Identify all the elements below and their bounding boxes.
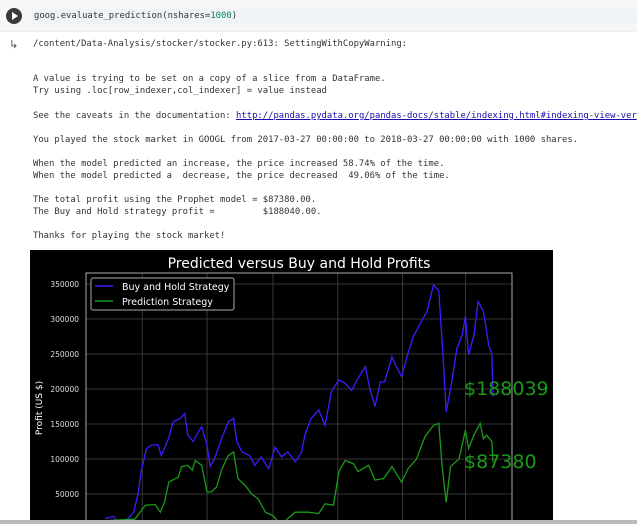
decrease-line: When the model predicted a decrease, the… bbox=[33, 171, 450, 181]
code-cell[interactable]: goog.evaluate_prediction(nshares=1000) bbox=[0, 0, 637, 32]
warning-line-2: Try using .loc[row_indexer,col_indexer] … bbox=[33, 86, 327, 96]
chart-title: Predicted versus Buy and Hold Profits bbox=[168, 256, 431, 272]
pandas-docs-link[interactable]: http://pandas.pydata.org/pandas-docs/sta… bbox=[236, 111, 637, 121]
y-tick-label: 50000 bbox=[55, 490, 79, 499]
horizontal-scrollbar[interactable] bbox=[0, 520, 637, 524]
warning-line-1: A value is trying to be set on a copy of… bbox=[33, 74, 386, 84]
code-text-end: ) bbox=[231, 11, 238, 21]
legend: Buy and Hold Strategy Prediction Strateg… bbox=[90, 277, 235, 311]
y-tick-label: 300000 bbox=[50, 315, 79, 324]
hold-profit-line: The Buy and Hold strategy profit = $1880… bbox=[33, 207, 322, 217]
y-axis-label: Profit (US $) bbox=[35, 381, 45, 435]
warning-path: /content/Data-Analysis/stocker/stocker.p… bbox=[33, 39, 408, 49]
caveats-text: See the caveats in the documentation: bbox=[33, 111, 237, 121]
y-tick-label: 100000 bbox=[50, 455, 79, 464]
y-tick-label: 200000 bbox=[50, 385, 79, 394]
code-editor[interactable]: goog.evaluate_prediction(nshares=1000) bbox=[32, 9, 637, 24]
profit-chart: Predicted versus Buy and Hold Profits Pr… bbox=[30, 250, 553, 524]
y-tick-label: 150000 bbox=[50, 420, 79, 429]
prediction-strategy-line bbox=[104, 421, 494, 524]
prophet-profit-line: The total profit using the Prophet model… bbox=[33, 195, 317, 205]
played-line: You played the stock market in GOOGL fro… bbox=[33, 135, 579, 145]
y-tick-label: 350000 bbox=[50, 280, 79, 289]
legend-label-prediction: Prediction Strategy bbox=[122, 297, 213, 308]
code-text: goog.evaluate_prediction(nshares= bbox=[34, 11, 211, 21]
y-tick-label: 250000 bbox=[50, 350, 79, 359]
caveats-line: See the caveats in the documentation: ht… bbox=[33, 110, 637, 122]
output-icon[interactable]: ↳ bbox=[9, 38, 19, 51]
legend-label-buy-hold: Buy and Hold Strategy bbox=[122, 282, 230, 293]
increase-line: When the model predicted an increase, th… bbox=[33, 159, 445, 169]
annotation-buy-hold: $188039 bbox=[464, 378, 549, 400]
annotation-prediction: $87380 bbox=[464, 451, 537, 473]
axes-frame bbox=[85, 272, 513, 524]
thanks-line: Thanks for playing the stock market! bbox=[33, 231, 226, 241]
legend-box bbox=[90, 277, 235, 311]
run-cell-button[interactable] bbox=[6, 8, 22, 24]
code-number: 1000 bbox=[210, 11, 232, 21]
buy-hold-strategy-line bbox=[104, 283, 494, 523]
